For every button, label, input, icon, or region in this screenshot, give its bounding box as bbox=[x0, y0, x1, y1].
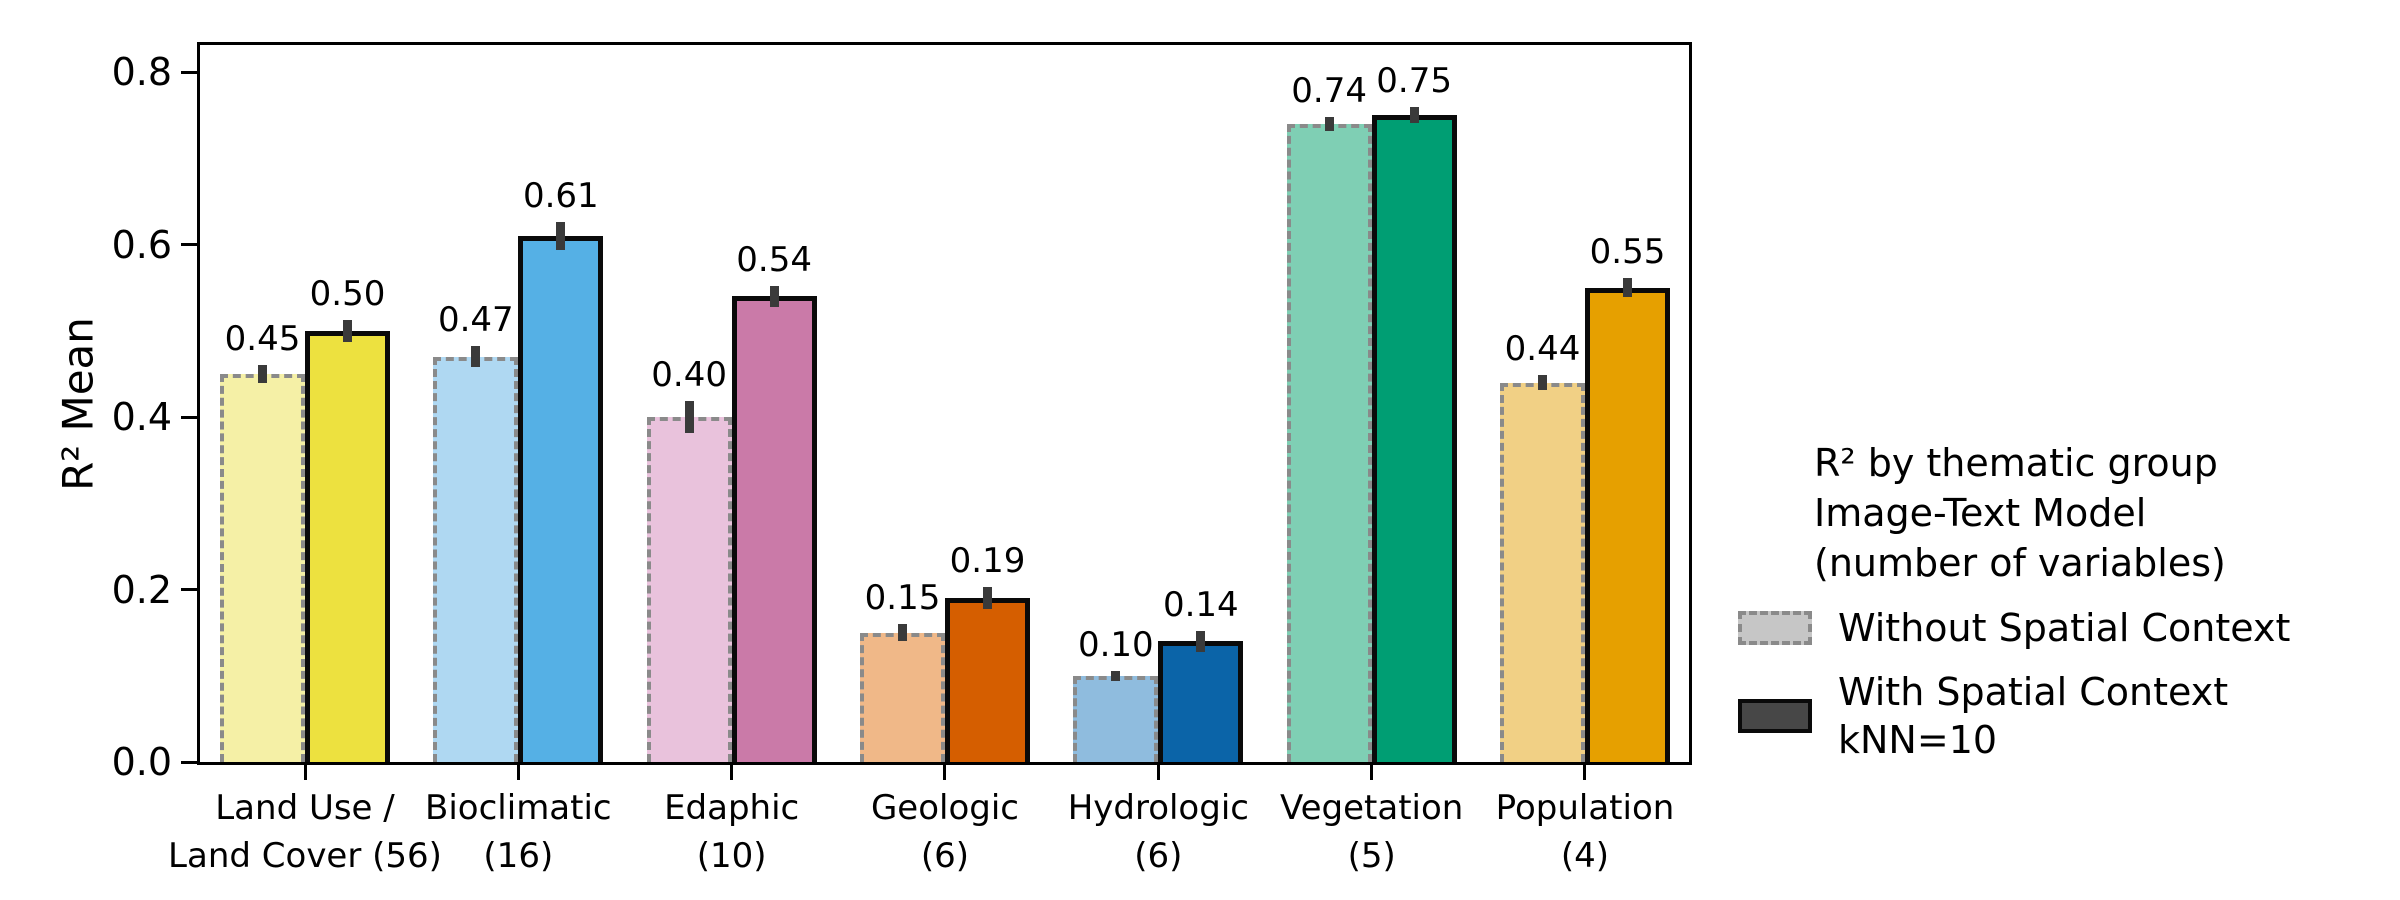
y-tick-mark bbox=[181, 415, 197, 419]
error-bar bbox=[471, 346, 481, 367]
y-tick-mark bbox=[181, 70, 197, 74]
bar-with-spatial-5 bbox=[1371, 115, 1457, 762]
y-tick-label: 0.0 bbox=[111, 740, 172, 784]
x-tick-label-line: (5) bbox=[1347, 836, 1396, 876]
x-tick-label-line: (10) bbox=[696, 836, 767, 876]
bar-with-spatial-6 bbox=[1584, 287, 1670, 762]
bar-value-label: 0.40 bbox=[651, 355, 728, 396]
x-tick-label-line: Vegetation bbox=[1279, 788, 1464, 828]
error-bar bbox=[1111, 670, 1121, 681]
error-bar bbox=[982, 586, 992, 610]
error-bar bbox=[258, 365, 267, 383]
bar-without-spatial-0 bbox=[220, 373, 305, 762]
bar-value-label: 0.74 bbox=[1291, 70, 1368, 111]
bar-without-spatial-4 bbox=[1073, 675, 1159, 762]
x-tick-mark bbox=[1583, 765, 1587, 780]
x-tick-label-line: Geologic bbox=[870, 788, 1020, 828]
legend-item-label: Without Spatial Context bbox=[1838, 606, 2291, 650]
bar-value-label: 0.75 bbox=[1376, 61, 1453, 102]
y-tick-mark bbox=[181, 243, 197, 246]
legend: R² by thematic group Image-Text Model (n… bbox=[1738, 438, 2398, 764]
bar-value-label: 0.61 bbox=[522, 176, 599, 217]
x-tick-label-line: Land Use / bbox=[215, 788, 395, 828]
x-tick-label-line: Hydrologic bbox=[1067, 788, 1249, 828]
bar-value-label: 0.15 bbox=[864, 578, 941, 618]
y-tick-mark bbox=[181, 588, 197, 591]
y-tick-mark bbox=[181, 760, 197, 764]
bar-value-label: 0.47 bbox=[437, 300, 514, 341]
y-tick-label: 0.2 bbox=[111, 567, 172, 612]
error-bar bbox=[1622, 278, 1632, 298]
bar-with-spatial-0 bbox=[305, 330, 390, 762]
y-tick-label: 0.6 bbox=[111, 222, 172, 267]
x-tick-label-line: Bioclimatic bbox=[425, 788, 612, 828]
bar-without-spatial-1 bbox=[433, 356, 519, 762]
x-tick-label-line: (16) bbox=[483, 836, 554, 876]
error-bar bbox=[1196, 630, 1206, 652]
x-tick-mark bbox=[730, 765, 734, 780]
x-tick-label-line: (6) bbox=[920, 836, 970, 876]
bar-with-spatial-4 bbox=[1158, 641, 1244, 762]
error-bar bbox=[343, 319, 352, 342]
error-bar bbox=[1537, 374, 1547, 391]
legend-item-without-spatial-context: Without Spatial Context bbox=[1738, 604, 2398, 652]
legend-title: R² by thematic group Image-Text Model (n… bbox=[1738, 438, 2398, 588]
bar-with-spatial-1 bbox=[518, 235, 604, 762]
error-bar bbox=[684, 401, 694, 433]
bar-value-label: 0.50 bbox=[309, 273, 386, 314]
bar-value-label: 0.55 bbox=[1589, 232, 1666, 273]
y-tick-label: 0.8 bbox=[111, 50, 172, 94]
bar-with-spatial-2 bbox=[731, 296, 817, 762]
legend-swatch-with-spatial-context bbox=[1738, 699, 1812, 733]
x-tick-label: Hydrologic (6) bbox=[1068, 784, 1249, 880]
x-tick-label-line: (6) bbox=[1134, 836, 1183, 876]
x-tick-label: Geologic (6) bbox=[871, 784, 1019, 880]
error-bar bbox=[556, 222, 566, 250]
x-tick-mark bbox=[1370, 765, 1374, 780]
x-tick-label: Land Use / Land Cover (56) bbox=[168, 784, 442, 880]
x-tick-label: Population (4) bbox=[1496, 784, 1675, 880]
error-bar bbox=[1324, 116, 1334, 131]
bar-without-spatial-2 bbox=[646, 417, 732, 762]
legend-swatch-without-spatial-context bbox=[1738, 611, 1812, 645]
bar-value-label: 0.44 bbox=[1504, 328, 1581, 369]
x-tick-label: Edaphic (10) bbox=[664, 784, 799, 880]
plot-area: 0.45 0.47 0.40 0.15 0.10 0.74 0.44 0.50 0.61 0.54… bbox=[197, 42, 1692, 765]
x-tick-mark bbox=[303, 765, 307, 780]
x-tick-mark bbox=[1156, 765, 1160, 780]
x-tick-mark bbox=[943, 765, 947, 780]
x-tick-label-line: Population bbox=[1495, 788, 1675, 828]
x-tick-label-line: Edaphic bbox=[664, 788, 800, 828]
x-tick-label: Bioclimatic (16) bbox=[425, 784, 612, 880]
bar-value-label: 0.14 bbox=[1162, 584, 1239, 625]
bar-without-spatial-3 bbox=[859, 632, 945, 762]
bar-without-spatial-6 bbox=[1499, 382, 1585, 762]
error-bar bbox=[769, 285, 779, 307]
x-tick-label-line: Land Cover (56) bbox=[168, 836, 442, 876]
bar-with-spatial-3 bbox=[944, 598, 1030, 762]
legend-title-line: (number of variables) bbox=[1814, 541, 2226, 585]
y-tick-label: 0.4 bbox=[111, 395, 172, 439]
x-tick-label: Vegetation (5) bbox=[1280, 784, 1463, 880]
legend-title-line: Image-Text Model bbox=[1814, 491, 2147, 535]
x-tick-label-line: (4) bbox=[1560, 836, 1610, 876]
legend-item-label: With Spatial Context kNN=10 bbox=[1838, 670, 2229, 762]
legend-title-line: R² by thematic group bbox=[1814, 441, 2218, 485]
error-bar bbox=[897, 624, 907, 642]
bar-value-label: 0.19 bbox=[949, 540, 1026, 581]
bar-value-label: 0.54 bbox=[736, 239, 813, 280]
bar-without-spatial-5 bbox=[1286, 123, 1372, 762]
x-tick-mark bbox=[516, 765, 520, 780]
error-bar bbox=[1409, 107, 1419, 123]
legend-item-with-spatial-context: With Spatial Context kNN=10 bbox=[1738, 668, 2398, 764]
bar-value-label: 0.10 bbox=[1077, 624, 1154, 665]
bar-value-label: 0.45 bbox=[224, 319, 301, 360]
